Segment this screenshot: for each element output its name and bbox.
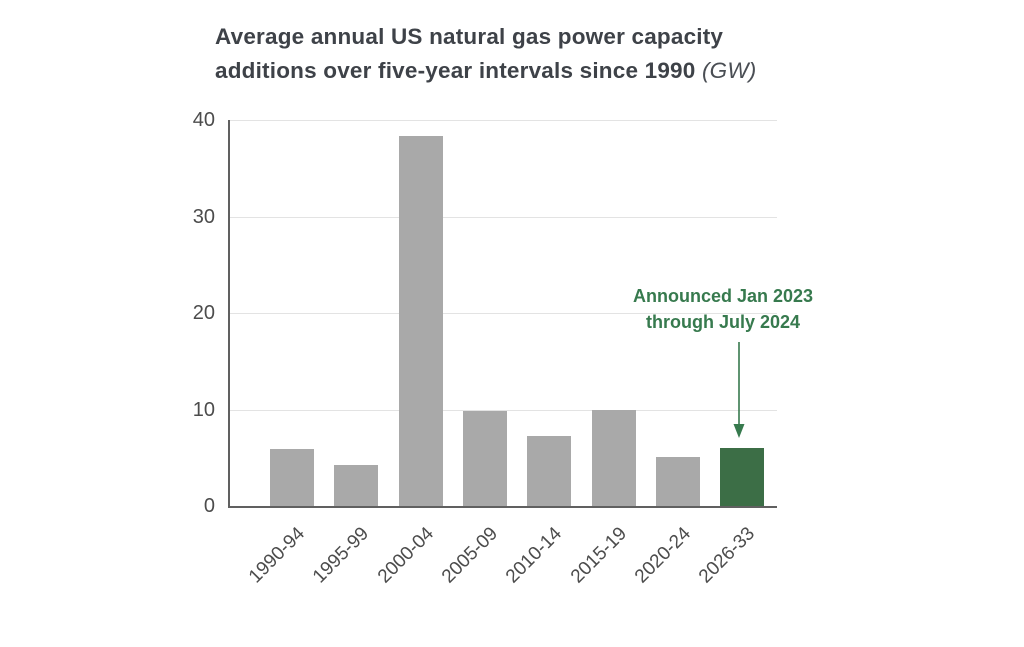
bar-2005-09 [462, 411, 507, 506]
x-tick-label-1990-94: 1990-94 [244, 523, 310, 588]
annotation-line2: through July 2024 [645, 312, 801, 332]
y-tick-label-30: 30 [192, 205, 215, 228]
x-tick-label-2020-24: 2020-24 [630, 523, 695, 588]
chart-title: Average annual US natural gas power capa… [215, 20, 805, 88]
bar-2020-24 [655, 456, 700, 506]
gridline-20 [230, 313, 777, 314]
annotation-label: Announced Jan 2023 through July 2024 [620, 283, 826, 335]
x-tick-label-2005-09: 2005-09 [437, 523, 502, 588]
plot-area [228, 120, 777, 508]
y-tick-label-20: 20 [192, 302, 215, 324]
y-tick-label-40: 40 [192, 109, 215, 131]
y-tick-label-0: 0 [203, 495, 215, 517]
bar-2026-33 [720, 448, 765, 506]
bar-1990-94 [270, 449, 314, 506]
chart-title-unit: (GW) [701, 58, 757, 83]
gridline-30 [230, 216, 777, 218]
y-tick-label-10: 10 [192, 398, 215, 421]
x-tick-label-2000-04: 2000-04 [373, 523, 438, 588]
gridline-10 [230, 409, 777, 411]
chart-title-text: Average annual US natural gas power capa… [215, 24, 724, 83]
bar-1995-99 [334, 465, 379, 506]
gridline-40 [230, 120, 777, 121]
annotation-arrow-icon [733, 342, 745, 438]
x-tick-label-1995-99: 1995-99 [309, 523, 374, 588]
bar-2010-14 [527, 435, 572, 506]
annotation-line1: Announced Jan 2023 [632, 286, 814, 306]
x-tick-label-2026-33: 2026-33 [695, 523, 760, 588]
x-tick-label-2010-14: 2010-14 [502, 523, 567, 588]
bar-2000-04 [398, 136, 443, 506]
bar-2015-19 [591, 409, 636, 506]
x-tick-label-2015-19: 2015-19 [566, 523, 631, 588]
